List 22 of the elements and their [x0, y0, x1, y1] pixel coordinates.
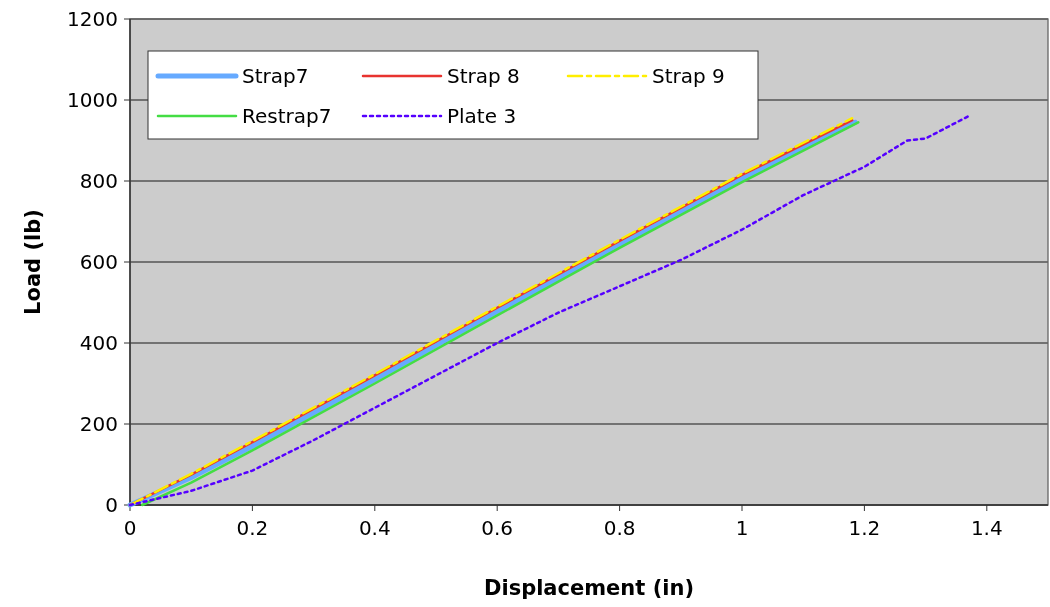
y-tick-label: 1000 [67, 88, 118, 112]
y-axis-title: Load (lb) [21, 209, 45, 315]
x-tick-label: 0 [123, 516, 137, 540]
x-tick-label: 1.2 [848, 516, 881, 540]
x-tick-label: 0.2 [236, 516, 269, 540]
legend-label: Strap7 [242, 64, 309, 88]
y-tick-label: 800 [79, 169, 118, 193]
y-tick-label: 400 [79, 331, 118, 355]
x-tick-label: 1.4 [970, 516, 1003, 540]
legend-label: Restrap7 [242, 104, 332, 128]
legend-label: Strap 8 [447, 64, 520, 88]
legend-label: Plate 3 [447, 104, 517, 128]
x-tick-label: 0.8 [603, 516, 636, 540]
x-tick-label: 0.4 [358, 516, 391, 540]
y-tick-label: 600 [79, 250, 118, 274]
x-tick-label: 1 [735, 516, 749, 540]
x-axis-title: Displacement (in) [484, 576, 694, 600]
y-tick-label: 200 [79, 412, 118, 436]
x-tick-label: 0.6 [481, 516, 514, 540]
y-tick-label: 1200 [67, 7, 118, 31]
legend-label: Strap 9 [652, 64, 725, 88]
y-tick-label: 0 [105, 493, 118, 517]
